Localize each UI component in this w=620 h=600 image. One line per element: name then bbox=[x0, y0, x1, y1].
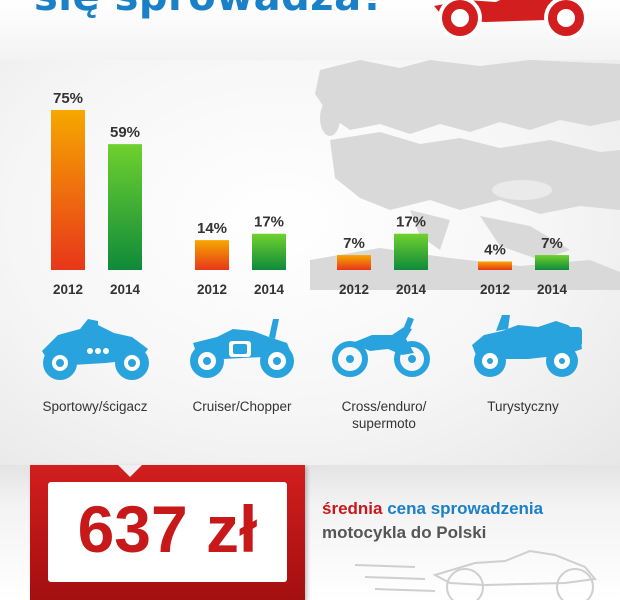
cruiser-motorcycle-icon bbox=[190, 319, 294, 378]
price-notch bbox=[118, 465, 142, 477]
bar-2014-0 bbox=[108, 144, 142, 270]
category-label-line: Sportowy/ścigacz bbox=[42, 399, 148, 414]
bar-2012-1 bbox=[195, 240, 229, 270]
touring-motorcycle-icon bbox=[472, 315, 582, 377]
category-label-line: Turystyczny bbox=[487, 399, 559, 414]
price-desc-blue: cena sprowadzenia bbox=[387, 499, 544, 518]
data-label: 59% bbox=[110, 124, 140, 141]
price-value: 637 zł bbox=[77, 492, 258, 566]
data-label: 14% bbox=[197, 220, 227, 237]
price-inner-panel bbox=[48, 482, 287, 582]
year-tick-label: 2014 bbox=[396, 282, 427, 297]
data-label: 4% bbox=[484, 241, 506, 258]
year-tick-label: 2012 bbox=[480, 282, 510, 297]
data-label: 17% bbox=[396, 214, 426, 231]
category-label-sport: Sportowy/ścigacz bbox=[30, 398, 160, 415]
category-label-line: Cross/enduro/ bbox=[341, 399, 427, 414]
europe-map-icon bbox=[310, 60, 620, 290]
category-label-cross: Cross/enduro/ supermoto bbox=[319, 398, 449, 432]
bar-2014-3 bbox=[535, 255, 569, 270]
bar-2012-0 bbox=[51, 110, 85, 270]
year-tick-label: 2012 bbox=[53, 282, 83, 297]
year-tick-label: 2012 bbox=[339, 282, 369, 297]
year-tick-label: 2014 bbox=[254, 282, 285, 297]
year-tick-label: 2012 bbox=[197, 282, 227, 297]
bar-2012-2 bbox=[337, 255, 371, 270]
sport-motorcycle-icon bbox=[42, 319, 149, 380]
price-description: średnia cena sprowadzenia motocykla do P… bbox=[322, 497, 612, 545]
year-tick-label: 2014 bbox=[537, 282, 568, 297]
category-label-cruiser: Cruiser/Chopper bbox=[177, 398, 307, 415]
bar-2012-3 bbox=[478, 261, 512, 270]
bar-chart: 75% 2012 59% 2014 14% 2012 17% 2014 7% 2012 17% 201… bbox=[51, 90, 569, 297]
data-label: 17% bbox=[254, 214, 284, 231]
header: się sprowadza? bbox=[0, 0, 620, 60]
bar-2014-2 bbox=[394, 233, 428, 270]
data-label: 7% bbox=[541, 235, 563, 252]
motorcycle-outline-icon bbox=[355, 549, 597, 600]
chart-panel: 75% 2012 59% 2014 14% 2012 17% 2014 7% 2012 17% 201… bbox=[0, 60, 620, 465]
category-label-line: supermoto bbox=[352, 416, 416, 431]
price-desc-dark: motocykla do Polski bbox=[322, 523, 487, 542]
data-label: 7% bbox=[343, 235, 365, 252]
data-label: 75% bbox=[53, 90, 83, 107]
category-label-touring: Turystyczny bbox=[458, 398, 588, 415]
price-desc-red: średnia bbox=[322, 499, 383, 518]
cross-motorcycle-icon bbox=[332, 317, 430, 377]
page-title: się sprowadza? bbox=[34, 0, 385, 20]
category-label-line: Cruiser/Chopper bbox=[192, 399, 292, 414]
red-motorcycle-icon bbox=[434, 0, 588, 40]
year-tick-label: 2014 bbox=[110, 282, 141, 297]
bar-2014-1 bbox=[252, 233, 286, 270]
